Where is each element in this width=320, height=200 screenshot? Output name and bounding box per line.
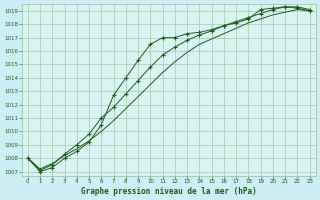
X-axis label: Graphe pression niveau de la mer (hPa): Graphe pression niveau de la mer (hPa) — [81, 187, 257, 196]
